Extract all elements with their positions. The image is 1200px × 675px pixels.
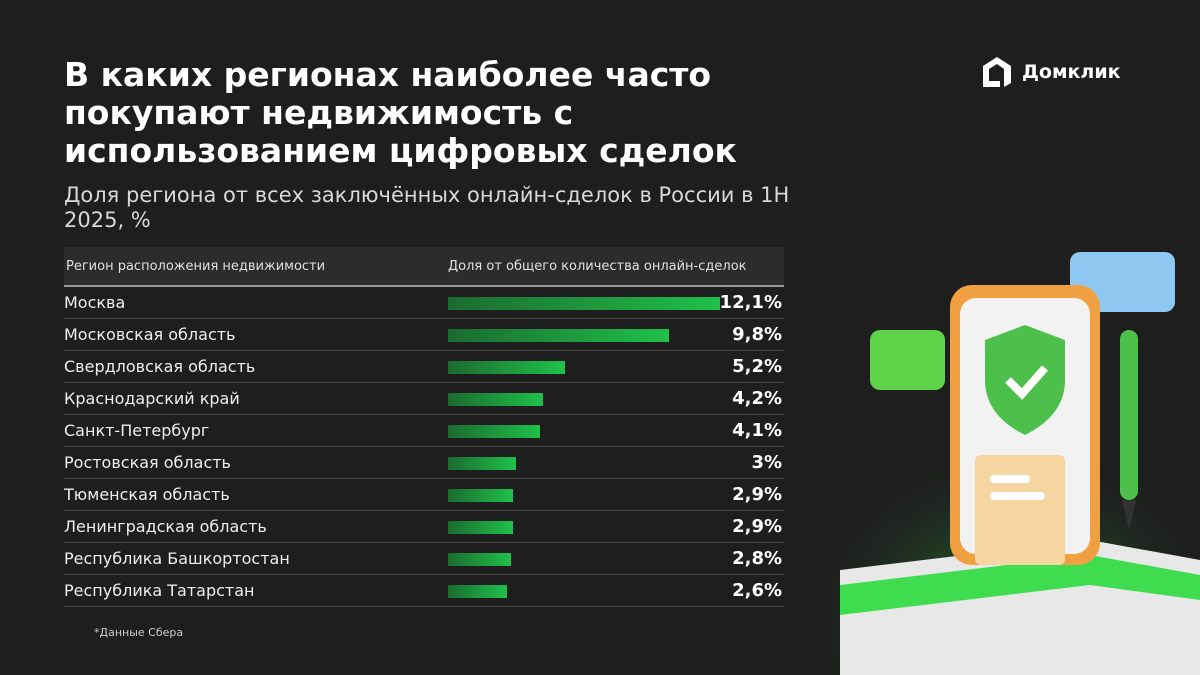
region-name: Санкт-Петербург bbox=[64, 421, 210, 440]
bar bbox=[448, 361, 565, 374]
region-name: Москва bbox=[64, 293, 126, 312]
table-row: Краснодарский край 4,2% bbox=[64, 383, 784, 415]
header-region: Регион расположения недвижимости bbox=[66, 258, 326, 274]
table-row: Ростовская область 3% bbox=[64, 447, 784, 479]
value-label: 2,6% bbox=[732, 580, 782, 601]
brand-name: Домклик bbox=[1022, 61, 1121, 83]
house-logo-icon bbox=[983, 57, 1011, 87]
table-row: Москва 12,1% bbox=[64, 287, 784, 319]
bar bbox=[448, 553, 511, 566]
chart-title: В каких регионах наиболее часто покупают… bbox=[64, 55, 737, 170]
region-name: Республика Башкортостан bbox=[64, 549, 290, 568]
bar bbox=[448, 393, 543, 406]
region-name: Краснодарский край bbox=[64, 389, 240, 408]
region-name: Московская область bbox=[64, 325, 236, 344]
bar bbox=[448, 521, 514, 534]
chart-subtitle: Доля региона от всех заключённых онлайн-… bbox=[64, 183, 790, 232]
region-name: Тюменская область bbox=[64, 485, 230, 504]
value-label: 2,8% bbox=[732, 548, 782, 569]
footnote: *Данные Сбера bbox=[94, 626, 184, 639]
value-label: 2,9% bbox=[732, 516, 782, 537]
value-label: 5,2% bbox=[732, 356, 782, 377]
region-name: Ленинградская область bbox=[64, 517, 267, 536]
table-row: Московская область 9,8% bbox=[64, 319, 784, 351]
table-row: Санкт-Петербург 4,1% bbox=[64, 415, 784, 447]
table-row: Тюменская область 2,9% bbox=[64, 479, 784, 511]
value-label: 9,8% bbox=[732, 324, 782, 345]
bar bbox=[448, 489, 514, 502]
table-row: Ленинградская область 2,9% bbox=[64, 511, 784, 543]
header-share: Доля от общего количества онлайн-сделок bbox=[448, 258, 747, 274]
region-name: Республика Татарстан bbox=[64, 581, 255, 600]
region-name: Свердловская область bbox=[64, 357, 256, 376]
bar bbox=[448, 297, 721, 310]
table-row: Республика Татарстан 2,6% bbox=[64, 575, 784, 607]
value-label: 3% bbox=[751, 452, 782, 473]
bar bbox=[448, 457, 516, 470]
table-row: Свердловская область 5,2% bbox=[64, 351, 784, 383]
table-row: Республика Башкортостан 2,8% bbox=[64, 543, 784, 575]
value-label: 4,2% bbox=[732, 388, 782, 409]
region-name: Ростовская область bbox=[64, 453, 231, 472]
table-header: Регион расположения недвижимости Доля от… bbox=[64, 247, 784, 287]
bar bbox=[448, 585, 507, 598]
value-label: 4,1% bbox=[732, 420, 782, 441]
phone-illustration bbox=[830, 252, 1200, 675]
domclick-logo: Домклик bbox=[980, 55, 1121, 89]
bar bbox=[448, 329, 669, 342]
bar bbox=[448, 425, 541, 438]
value-label: 2,9% bbox=[732, 484, 782, 505]
value-label: 12,1% bbox=[719, 292, 782, 313]
data-table: Регион расположения недвижимости Доля от… bbox=[64, 247, 784, 607]
